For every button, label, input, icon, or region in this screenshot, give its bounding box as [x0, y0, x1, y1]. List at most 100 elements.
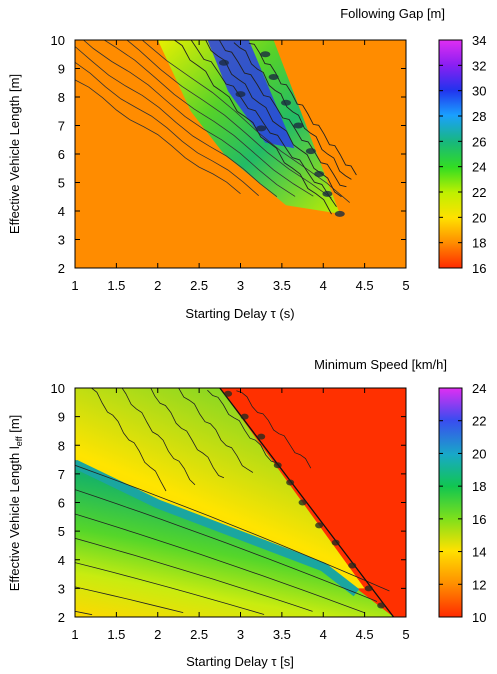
y-tick-label: 10: [51, 381, 65, 396]
speed-chart-title: Minimum Speed [km/h]: [314, 357, 447, 372]
speed-contour-blob: [224, 390, 233, 397]
speed-contour-upper: [236, 390, 312, 469]
gap-x-axis: 1 1.5 2 2.5 3 3.5 4 4.5 5: [71, 40, 410, 293]
speed-contour-blob: [257, 433, 266, 440]
colorbar-tick-label: 32: [472, 58, 486, 73]
gap-high-region: [157, 40, 340, 214]
speed-contour-blob: [286, 479, 295, 486]
y-tick-label: 9: [58, 410, 65, 425]
speed-contour-blob: [377, 602, 386, 609]
gap-contour-blob: [314, 170, 325, 177]
gap-contour-blob: [218, 59, 229, 66]
speed-collapse-line: [219, 388, 395, 617]
y-tick-label: 4: [58, 553, 65, 568]
colorbar-tick-label: 24: [472, 160, 486, 175]
x-tick-label: 5: [402, 278, 409, 293]
speed-contour-blob: [315, 522, 324, 529]
speed-y-axis-label-main: Effective Vehicle Length l: [7, 446, 22, 591]
colorbar-tick-label: 16: [472, 512, 486, 527]
gap-contour-blob: [322, 190, 333, 197]
speed-contour-upper: [150, 388, 225, 479]
gap-contour-wedge: [190, 40, 337, 207]
speed-y-axis-label: Effective Vehicle Length leff [m]: [7, 415, 24, 592]
y-tick-label: 3: [58, 233, 65, 248]
y-tick-label: 6: [58, 147, 65, 162]
colorbar-tick-label: 18: [472, 236, 486, 251]
gap-contour: [75, 46, 278, 198]
gap-contour-blob: [260, 51, 271, 58]
y-tick-label: 10: [51, 33, 65, 48]
gap-chart-title: Following Gap [m]: [340, 6, 445, 21]
colorbar-tick-label: 10: [472, 610, 486, 625]
gap-colorbar: [438, 39, 463, 269]
speed-contour-blob: [348, 562, 357, 569]
colorbar-tick-label: 16: [472, 261, 486, 276]
speed-y-axis-label-unit: [m]: [7, 415, 22, 437]
gap-colorbar-ticks: 16 18 20 22 24 26 28 30 32 34: [439, 33, 486, 276]
colorbar-tick-label: 14: [472, 545, 486, 560]
y-tick-label: 5: [58, 176, 65, 191]
minimum-speed-chart: 1 1.5 2 2.5 3 3.5 4 4.5 5 2 3 4 5 6 7 8 9 10 Minimum Spe…: [7, 357, 486, 669]
y-tick-label: 4: [58, 204, 65, 219]
colorbar-tick-label: 12: [472, 577, 486, 592]
colorbar-tick-label: 18: [472, 479, 486, 494]
y-tick-label: 2: [58, 261, 65, 276]
y-tick-label: 2: [58, 610, 65, 625]
speed-contour: [75, 489, 378, 602]
x-tick-label: 4: [320, 278, 327, 293]
x-tick-label: 1.5: [107, 627, 125, 642]
y-tick-label: 8: [58, 438, 65, 453]
gap-contour: [103, 40, 314, 197]
speed-contour-blob: [331, 539, 340, 546]
speed-colorbar-ticks: 10 12 14 16 18 20 22 24: [439, 381, 486, 625]
speed-contour: [75, 562, 265, 615]
gap-contour-blob: [334, 210, 345, 217]
gap-contour: [82, 40, 296, 197]
gap-contour-blob: [281, 99, 292, 106]
x-tick-label: 2: [154, 278, 161, 293]
gap-contour: [75, 79, 241, 195]
gap-contour-wedge: [233, 42, 352, 180]
y-tick-label: 5: [58, 524, 65, 539]
speed-upper-region: [75, 388, 365, 589]
gap-contour-blob: [235, 91, 246, 98]
speed-contour: [75, 464, 390, 592]
x-tick-label: 3.5: [273, 278, 291, 293]
gap-contour-blob: [268, 74, 279, 81]
speed-contour-blob: [364, 585, 373, 592]
colorbar-tick-label: 22: [472, 414, 486, 429]
x-tick-label: 1: [71, 627, 78, 642]
speed-contour: [75, 513, 365, 614]
gap-contour-blob: [305, 148, 316, 155]
colorbar-tick-label: 26: [472, 134, 486, 149]
x-tick-label: 5: [402, 627, 409, 642]
speed-x-axis: 1 1.5 2 2.5 3 3.5 4 4.5 5: [71, 388, 410, 642]
y-tick-label: 7: [58, 119, 65, 134]
speed-colorbar: [438, 387, 463, 618]
x-tick-label: 2: [154, 627, 161, 642]
gap-y-axis: 2 3 4 5 6 7 8 9 10: [51, 33, 406, 276]
speed-contour-upper: [207, 389, 283, 470]
speed-contour-lines: [75, 388, 395, 617]
x-tick-label: 3.5: [273, 627, 291, 642]
colorbar-tick-label: 34: [472, 33, 486, 48]
x-tick-label: 4.5: [356, 278, 374, 293]
x-tick-label: 2.5: [190, 627, 208, 642]
gap-contour-lines: [75, 40, 357, 217]
speed-boundary-band: [75, 459, 360, 597]
y-tick-label: 8: [58, 90, 65, 105]
gap-contour-wedge: [174, 40, 332, 215]
speed-contour-upper: [91, 388, 167, 492]
gap-x-axis-label: Starting Delay τ (s): [185, 306, 294, 321]
x-tick-label: 1.5: [107, 278, 125, 293]
colorbar-tick-label: 24: [472, 381, 486, 396]
gap-y-axis-label: Effective Vehicle Length [m]: [7, 74, 22, 234]
gap-contour: [75, 61, 259, 196]
speed-contour-blob: [240, 413, 249, 420]
x-tick-label: 1: [71, 278, 78, 293]
y-tick-label: 3: [58, 581, 65, 596]
y-tick-label: 7: [58, 467, 65, 482]
colorbar-tick-label: 28: [472, 109, 486, 124]
